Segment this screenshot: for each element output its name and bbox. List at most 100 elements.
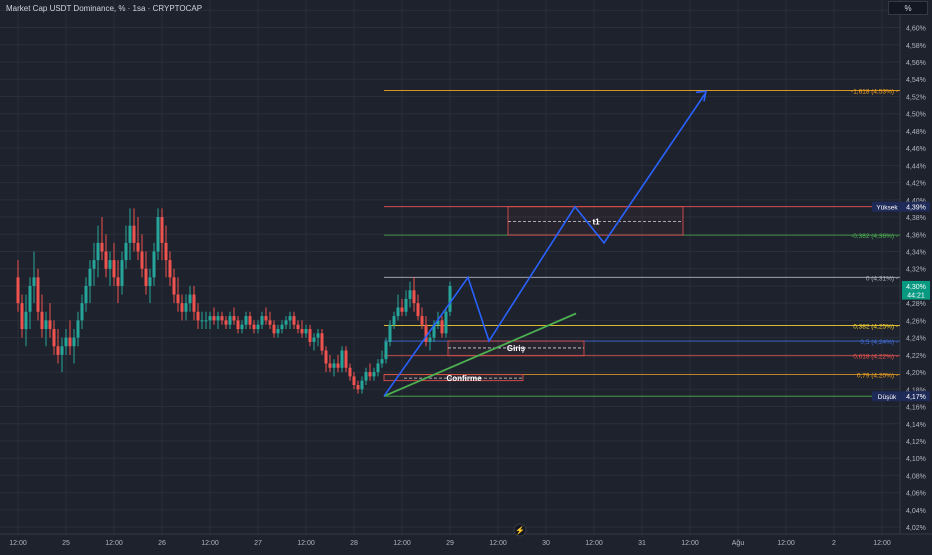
x-tick-label: 12:00: [681, 540, 699, 547]
candle-body: [248, 316, 252, 325]
candle-body: [128, 225, 132, 243]
x-tick-label: 12:00: [201, 540, 219, 547]
x-tick-label: 27: [254, 540, 262, 547]
y-tick-label: 4,14%: [906, 422, 926, 429]
candle-body: [236, 320, 240, 330]
candle-body: [188, 294, 192, 304]
x-tick-label: 30: [542, 540, 550, 547]
candle-body: [320, 333, 324, 351]
x-tick-label: 12:00: [585, 540, 603, 547]
candle-body: [352, 376, 356, 385]
x-tick-label: 29: [446, 540, 454, 547]
candle-body: [100, 242, 104, 252]
candle-body: [72, 337, 76, 347]
y-tick-label: 4,38%: [906, 215, 926, 222]
y-tick-label: 4,20%: [906, 370, 926, 377]
candle-body: [224, 320, 228, 325]
candle-body: [120, 260, 124, 286]
candle-body: [32, 277, 36, 286]
y-tick-label: 4,18%: [906, 387, 926, 394]
chart-title: Market Cap USDT Dominance, % · 1sa · CRY…: [6, 4, 203, 13]
candle-body: [424, 324, 428, 342]
candle-body: [108, 260, 112, 269]
candle-body: [16, 277, 20, 304]
y-tick-label: 4,12%: [906, 439, 926, 446]
x-tick-label: 28: [350, 540, 358, 547]
candle-body: [36, 277, 40, 312]
fib-level-label: 0,382 (4,25%) -: [853, 324, 898, 331]
candle-body: [416, 303, 420, 317]
y-tick-label: 4,08%: [906, 473, 926, 480]
y-tick-label: 4,60%: [906, 26, 926, 33]
candle-body: [172, 277, 176, 295]
annotation-label-1: t1: [592, 217, 600, 226]
fib-level-label: 0,618 (4,22%) -: [853, 354, 898, 361]
candle-body: [256, 324, 260, 330]
candle-body: [96, 242, 100, 261]
candle-body: [40, 311, 44, 330]
candle-body: [260, 316, 264, 325]
candle-body: [168, 260, 172, 278]
candle-body: [372, 372, 376, 377]
y-tick-label: 4,56%: [906, 60, 926, 67]
x-tick-label: 12:00: [777, 540, 795, 547]
candle-body: [184, 303, 188, 312]
candle-body: [112, 260, 116, 278]
candle-body: [232, 316, 236, 321]
candle-body: [436, 320, 440, 325]
projection-path: [383, 93, 706, 397]
candle-body: [388, 324, 392, 342]
y-tick-label: 4,46%: [906, 146, 926, 153]
candle-body: [252, 324, 256, 330]
candle-body: [52, 329, 56, 347]
candle-body: [296, 324, 300, 330]
candle-body: [268, 320, 272, 325]
candle-body: [344, 350, 348, 368]
price-tag-name: Yüksek: [876, 205, 898, 212]
y-tick-label: 4,58%: [906, 43, 926, 50]
candle-body: [412, 290, 416, 304]
candle-body: [376, 363, 380, 373]
x-tick-label: Ağu: [732, 540, 745, 547]
candle-body: [212, 316, 216, 321]
candle-body: [364, 372, 368, 381]
candle-body: [156, 217, 160, 252]
candle-body: [80, 303, 84, 321]
y-tick-label: 4,52%: [906, 94, 926, 101]
candle-body: [132, 225, 136, 243]
candle-body: [196, 311, 200, 321]
candle-body: [280, 324, 284, 330]
x-tick-label: 12:00: [9, 540, 27, 547]
candle-body: [292, 316, 296, 325]
x-tick-label: 31: [638, 540, 646, 547]
y-tick-label: 4,42%: [906, 181, 926, 188]
logo-icon: [513, 523, 527, 537]
candle-body: [304, 329, 308, 334]
candle-body: [428, 337, 432, 342]
candle-body: [408, 290, 412, 299]
candle-body: [288, 316, 292, 321]
x-tick-label: 12:00: [105, 540, 123, 547]
y-tick-label: 4,50%: [906, 112, 926, 119]
candle-body: [64, 337, 68, 347]
candle-body: [300, 329, 304, 334]
candle-body: [124, 242, 128, 261]
candle-body: [144, 268, 148, 286]
x-tick-label: 2: [832, 540, 836, 547]
fib-level-label: 0,79 (4,20%) -: [857, 373, 898, 380]
candle-body: [240, 324, 244, 330]
candle-body: [180, 303, 184, 312]
y-tick-label: 4,28%: [906, 301, 926, 308]
candle-body: [404, 298, 408, 312]
candle-body: [432, 324, 436, 338]
y-tick-label: 4,48%: [906, 129, 926, 136]
unit-badge[interactable]: %: [888, 1, 928, 15]
candle-body: [116, 277, 120, 286]
trendline: [383, 312, 577, 398]
candle-body: [392, 316, 396, 325]
candle-body: [276, 329, 280, 334]
price-tag-value: 44:21: [907, 293, 925, 300]
projection-arrow-head: [695, 90, 707, 102]
